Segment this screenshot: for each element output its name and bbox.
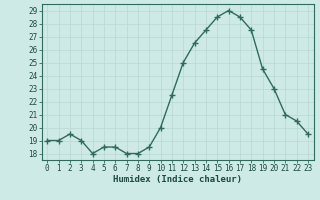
X-axis label: Humidex (Indice chaleur): Humidex (Indice chaleur) bbox=[113, 175, 242, 184]
